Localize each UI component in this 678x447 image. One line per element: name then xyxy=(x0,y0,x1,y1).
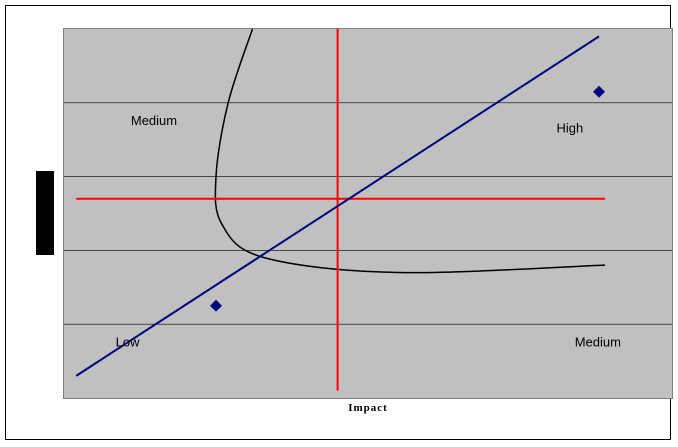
quadrant-label-2: Low xyxy=(116,334,140,349)
data-point-1 xyxy=(593,85,606,98)
plot-area xyxy=(63,28,673,399)
data-point-0 xyxy=(210,299,222,312)
x-axis-label: Impact xyxy=(348,402,388,414)
quadrant-label-1: High xyxy=(556,120,583,135)
quadrant-label-3: Medium xyxy=(575,334,621,349)
diagonal-line xyxy=(75,35,600,377)
y-axis-label-block xyxy=(36,171,54,255)
threshold-curve xyxy=(214,28,606,274)
quadrant-label-0: Medium xyxy=(131,113,177,128)
